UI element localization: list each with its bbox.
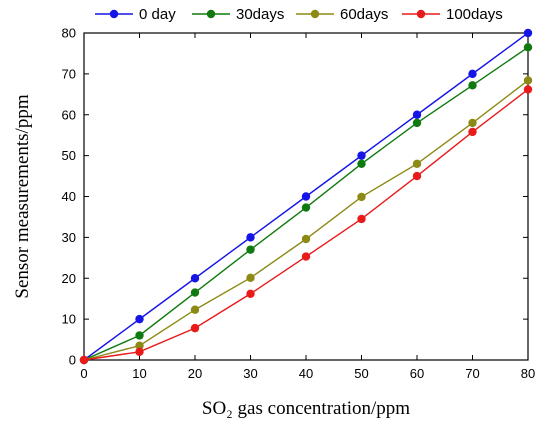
data-point: [412, 159, 422, 168]
data-point: [523, 76, 533, 85]
legend: 0 day 30days 60days 100days: [95, 6, 503, 23]
legend-item: 0 day: [95, 6, 176, 23]
data-point: [468, 81, 477, 90]
data-point: [412, 110, 422, 119]
data-point: [357, 151, 366, 160]
data-point: [135, 314, 144, 324]
data-point: [246, 273, 255, 283]
y-tick-label: 40: [62, 189, 76, 204]
data-point: [190, 274, 200, 283]
x-tick-label: 70: [465, 366, 479, 381]
legend-label: 0 day: [139, 6, 176, 23]
y-axis-title: Sensor measurements/ppm: [12, 94, 33, 298]
series-0-day: [79, 28, 533, 365]
data-point: [190, 288, 200, 297]
legend-item: 30days: [192, 6, 284, 23]
data-point: [412, 118, 422, 128]
data-point: [135, 331, 144, 340]
data-point: [301, 192, 311, 201]
series-60days: [79, 76, 533, 365]
y-tick-label: 20: [62, 271, 76, 286]
data-point: [135, 341, 144, 350]
data-point: [301, 203, 311, 212]
data-point: [357, 192, 366, 202]
data-point: [523, 85, 533, 94]
y-tick-label: 80: [62, 26, 76, 41]
data-point: [523, 43, 533, 52]
legend-marker: [310, 9, 320, 19]
data-point: [246, 289, 255, 298]
series-line: [83, 79, 529, 361]
data-point: [468, 69, 477, 79]
data-point: [468, 127, 477, 137]
y-tick-label: 0: [69, 353, 76, 368]
series-line: [83, 88, 529, 361]
x-tick-label: 80: [521, 366, 535, 381]
data-point: [301, 234, 311, 244]
legend-label: 30days: [236, 6, 284, 23]
legend-marker: [416, 9, 426, 19]
data-point: [412, 171, 422, 181]
x-axis-title: SO₂ gas concentration/ppm: [202, 398, 410, 419]
x-tick-label: 10: [132, 366, 146, 381]
y-tick-label: 30: [62, 230, 76, 245]
data-point: [135, 347, 144, 357]
data-point: [79, 355, 89, 365]
data-point: [357, 159, 366, 168]
legend-label: 60days: [340, 6, 388, 23]
series-100days: [79, 85, 533, 365]
axis-ticks: 0 10 20 30 40 50 60 70 80 0 10 20 30 40 50 60 70 80: [62, 26, 536, 382]
data-point: [246, 233, 255, 242]
data-point: [468, 118, 477, 128]
y-tick-label: 10: [62, 312, 76, 327]
data-point: [190, 323, 200, 333]
data-point: [523, 28, 533, 38]
series-layer: [79, 28, 533, 365]
legend-item: 100days: [402, 6, 503, 23]
data-point: [357, 214, 366, 224]
legend-marker: [206, 9, 216, 19]
series-30days: [79, 43, 533, 365]
data-point: [246, 245, 255, 254]
y-tick-label: 60: [62, 107, 76, 122]
y-tick-label: 50: [62, 148, 76, 163]
x-tick-label: 60: [410, 366, 424, 381]
data-point: [190, 305, 200, 314]
y-tick-label: 70: [62, 66, 76, 81]
legend-label: 100days: [446, 6, 503, 23]
x-tick-label: 50: [354, 366, 368, 381]
legend-item: 60days: [296, 6, 388, 23]
data-point: [301, 252, 311, 261]
legend-marker: [109, 9, 119, 19]
x-tick-label: 20: [188, 366, 202, 381]
x-tick-label: 40: [299, 366, 313, 381]
x-tick-label: 30: [243, 366, 257, 381]
x-tick-label: 0: [80, 366, 87, 381]
